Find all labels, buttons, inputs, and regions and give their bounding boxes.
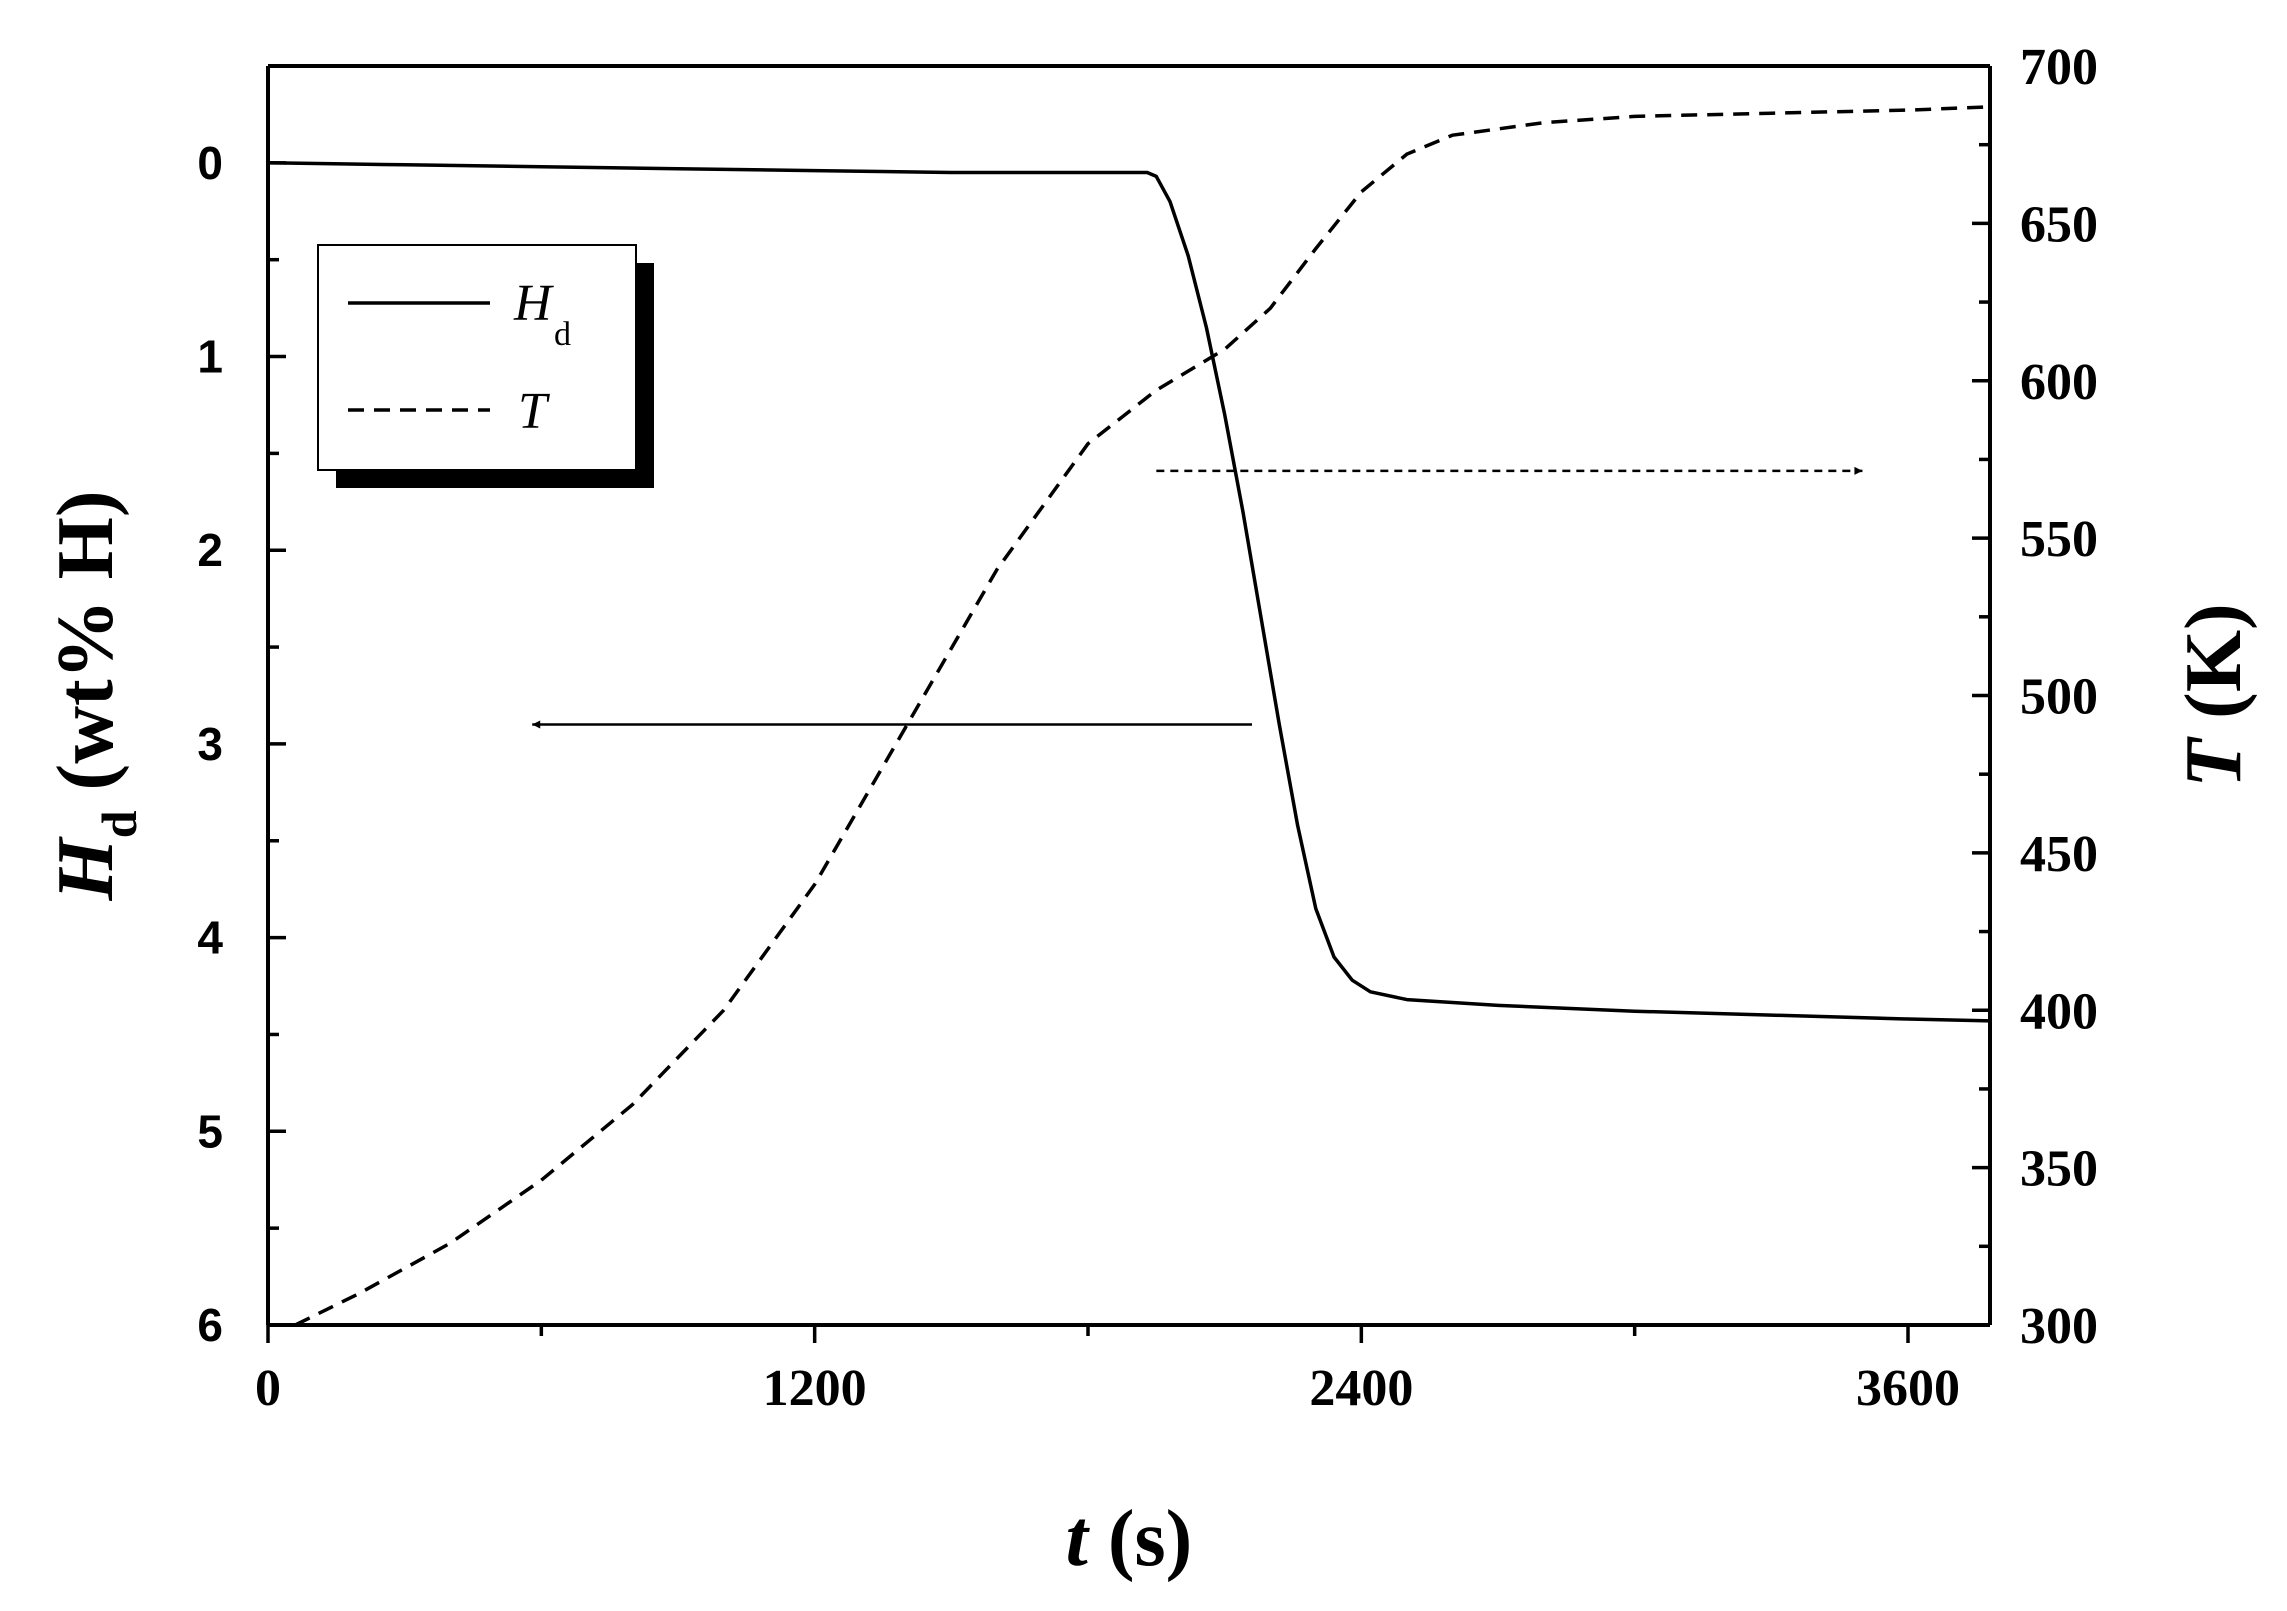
x-tick-label: 1200 bbox=[763, 1360, 867, 1417]
left-y-tick-label: 1 bbox=[197, 331, 223, 383]
x-axis-title-symbol: t bbox=[1066, 1495, 1091, 1583]
right-y-axis-title: T (K) bbox=[2170, 603, 2258, 787]
right-y-tick-label: 300 bbox=[2020, 1298, 2098, 1355]
left-y-tick-label: 4 bbox=[197, 912, 223, 964]
right-y-tick-label: 450 bbox=[2020, 826, 2098, 883]
right-y-axis-title-unit: (K) bbox=[2170, 603, 2258, 739]
x-tick-label: 3600 bbox=[1856, 1360, 1960, 1417]
left-y-tick-label: 5 bbox=[197, 1105, 223, 1157]
left-y-axis-title: Hd (wt% H) bbox=[42, 491, 147, 902]
legend-box bbox=[317, 244, 637, 471]
legend-label-t: T bbox=[518, 383, 550, 440]
x-axis-title-unit: (s) bbox=[1088, 1495, 1192, 1583]
right-y-tick-label: 700 bbox=[2020, 39, 2098, 96]
right-y-tick-label: 550 bbox=[2020, 511, 2098, 568]
right-y-tick-label: 400 bbox=[2020, 983, 2098, 1040]
right-y-tick-label: 600 bbox=[2020, 354, 2098, 411]
series-line-t bbox=[294, 105, 1991, 1327]
left-y-tick-label: 6 bbox=[197, 1299, 223, 1351]
left-y-tick-label: 0 bbox=[197, 137, 223, 189]
left-y-tick-label: 2 bbox=[197, 524, 223, 576]
right-y-tick-label: 650 bbox=[2020, 196, 2098, 253]
left-y-tick-label: 3 bbox=[197, 718, 223, 770]
x-axis-title: t (s) bbox=[1066, 1495, 1193, 1583]
right-y-tick-label: 500 bbox=[2020, 669, 2098, 726]
legend-label-hd: H bbox=[513, 275, 554, 332]
right-y-tick-label: 350 bbox=[2020, 1141, 2098, 1198]
legend-label-hd-subscript: d bbox=[554, 316, 571, 353]
left-y-axis-title-symbol: H bbox=[42, 835, 130, 901]
right-y-axis-title-symbol: T bbox=[2170, 736, 2258, 788]
x-tick-label: 0 bbox=[255, 1360, 281, 1417]
left-y-axis-title-unit: (wt% H) bbox=[42, 491, 130, 811]
x-tick-label: 2400 bbox=[1309, 1360, 1413, 1417]
series-line-hd bbox=[267, 161, 1991, 1023]
left-y-axis-title-subscript: d bbox=[91, 810, 147, 838]
